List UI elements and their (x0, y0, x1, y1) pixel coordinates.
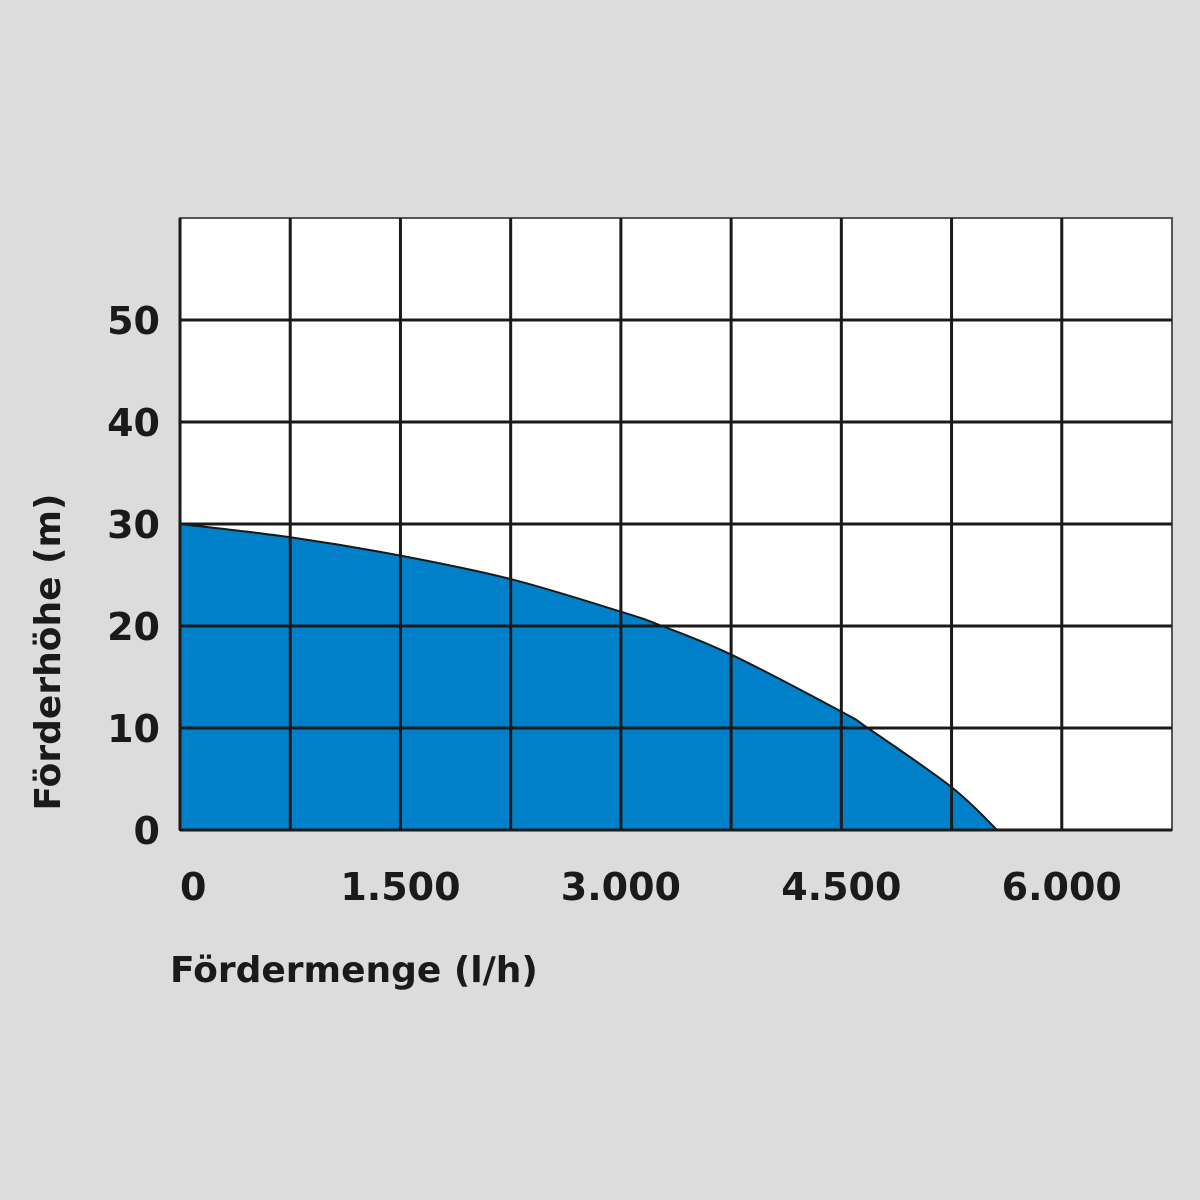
x-tick-label: 0 (180, 865, 206, 909)
x-tick-label: 3.000 (561, 865, 681, 909)
y-tick-label: 0 (134, 809, 160, 853)
x-tick-label: 1.500 (340, 865, 460, 909)
x-tick-label: 4.500 (781, 865, 901, 909)
x-tick-labels: 0 1.500 3.000 4.500 6.000 (180, 865, 1122, 909)
y-tick-label: 50 (107, 299, 160, 343)
x-axis-label: Fördermenge (l/h) (170, 950, 538, 991)
y-tick-label: 40 (107, 401, 160, 445)
y-tick-label: 30 (107, 503, 160, 547)
y-tick-label: 20 (107, 605, 160, 649)
grid-lines (178, 218, 1172, 832)
x-tick-label: 6.000 (1002, 865, 1122, 909)
y-tick-label: 10 (107, 707, 160, 751)
y-axis-label: Förderhöhe (m) (28, 494, 69, 811)
y-tick-labels: 0 10 20 30 40 50 (107, 299, 160, 853)
